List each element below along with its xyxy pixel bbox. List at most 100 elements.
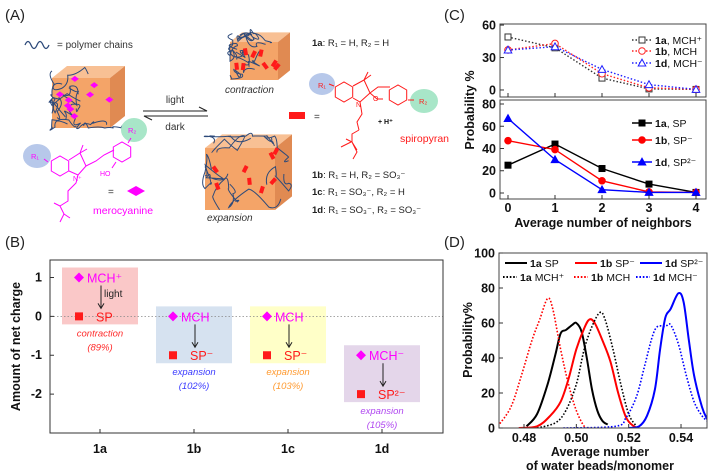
triangle-marker (637, 58, 647, 67)
merocyanine-marker (70, 113, 79, 120)
legend-entry-1a: 1a, SP (632, 118, 687, 130)
legend-entry-1d: 1d, MCH⁻ (632, 58, 703, 70)
polymer-chain (239, 31, 260, 42)
panel-d-chart: 1a SP 1b SP⁻ 1d SP²⁻ 1a MCH⁺ 1b MCH 1d MCH⁻ 0 20 40 60 8… (461, 247, 708, 473)
polymer-chain (61, 85, 80, 107)
y-tick-label: -1 (31, 348, 42, 362)
transition-arrow-icon (191, 324, 199, 349)
square-marker (638, 36, 646, 44)
r1-label: R₁ (318, 81, 326, 90)
polymer-chain (227, 33, 235, 63)
circle-marker (638, 47, 646, 55)
methacrylate-chain (340, 101, 363, 160)
spiro-core (352, 71, 390, 103)
legend-entry-1b-sp: 1b SP⁻ (575, 258, 635, 270)
square-marker (504, 161, 512, 169)
spiropyran-marker (241, 165, 249, 174)
x-tick-label: 1b (187, 442, 202, 456)
spiropyran-marker (269, 177, 278, 186)
triangle-marker (637, 157, 647, 166)
panel-label-b: (B) (5, 234, 25, 251)
plot-frame (498, 252, 708, 429)
spiropyran-structure: R₁ R₂ N O (309, 71, 438, 160)
x-tick-label: 1 (552, 201, 559, 215)
x-tick-label: 0.54 (669, 431, 693, 445)
circle-marker (551, 145, 559, 154)
panel-label-c: (C) (444, 7, 465, 24)
compound-definition-1b: 1b: R₁ = H, R₂ = SO₃⁻ (312, 170, 405, 181)
y-tick-label: 40 (482, 142, 496, 156)
merocyanine-symbol-icon (127, 186, 145, 196)
curve-1d-sp (628, 292, 707, 428)
r2-highlight (121, 118, 147, 142)
polymer-chain (227, 42, 238, 58)
spiropyran-marker (258, 49, 264, 57)
y-tick-label: 30 (482, 51, 496, 65)
effect-label: expansion (266, 367, 309, 378)
benzene-ring (388, 84, 408, 106)
legend-entry-1b: 1b, SP⁻ (632, 135, 693, 147)
o-label: O (373, 96, 379, 103)
panel-label-a: (A) (5, 7, 25, 24)
merocyanine-marker (70, 75, 79, 82)
series-1a-sp (504, 140, 700, 196)
y-axis-title: Probability % (463, 70, 477, 149)
proton-label: + H⁺ (378, 119, 393, 126)
x-tick-label: 0.48 (512, 431, 536, 445)
triangle-marker (550, 154, 560, 164)
mch-marker (168, 311, 178, 322)
curve-1b-mch (499, 297, 590, 428)
polymer-chain (50, 82, 66, 118)
sp-marker (263, 351, 271, 360)
square-marker (645, 180, 653, 188)
y-tick-label: 80 (481, 282, 495, 296)
mch-marker (74, 272, 84, 283)
compound-id: 1c (312, 187, 323, 198)
percent-label: (102%) (179, 381, 210, 392)
spiropyran-marker (268, 151, 276, 160)
effect-label: expansion (360, 406, 403, 417)
effect-label: expansion (172, 367, 215, 378)
mch-label: MCH⁻ (369, 349, 404, 363)
polymer-chain (227, 132, 275, 147)
spiropyran-marker (242, 47, 249, 56)
legend-label: 1b, SP⁻ (655, 135, 693, 147)
plot-frame (499, 23, 707, 98)
percent-label: (89%) (87, 342, 112, 353)
mch-marker (356, 350, 366, 361)
percent-label: (103%) (273, 381, 304, 392)
compound-definition-1a: 1a: R₁ = H, R₂ = H (312, 38, 389, 49)
sp-marker (75, 312, 83, 321)
y-tick-label: 60 (481, 317, 495, 331)
benzene-ring (112, 141, 132, 163)
legend-label: 1d SP²⁻ (665, 258, 704, 270)
r1-highlight (23, 144, 51, 168)
compound-substituents: : R₁ = SO₃⁻, R₂ = SO₃⁻ (323, 205, 421, 216)
legend-label: 1d, SP²⁻ (655, 157, 697, 169)
merocyanine-label: merocyanine (93, 205, 153, 217)
circle-marker (504, 136, 512, 145)
polymer-chain (229, 66, 244, 80)
polymer-chain (49, 66, 89, 91)
legend-entry-1b: 1b, MCH (632, 46, 697, 58)
benzene-ring (334, 81, 354, 103)
polymer-chain (263, 135, 290, 163)
arrow-label: light (104, 289, 123, 300)
legend-label: 1a SP (530, 258, 559, 270)
spiropyran-marker (270, 59, 278, 68)
effect-label: contraction (77, 328, 123, 339)
x-tick-label: 0 (505, 201, 512, 215)
panel-label-d: (D) (444, 234, 465, 251)
legend-label: 1a MCH⁺ (520, 272, 565, 284)
spiropyran-marker (234, 62, 240, 70)
polymer-chain (236, 33, 266, 48)
sp-label: SP⁻ (190, 349, 213, 363)
triangle-marker (644, 79, 654, 89)
legend-label: 1a, MCH⁺ (655, 35, 702, 47)
square-marker (504, 33, 512, 41)
spiropyran-equals: = (314, 112, 320, 123)
y-tick-label: 40 (481, 352, 495, 366)
contraction-label: contraction (225, 85, 274, 96)
polymer-chain (49, 118, 77, 131)
